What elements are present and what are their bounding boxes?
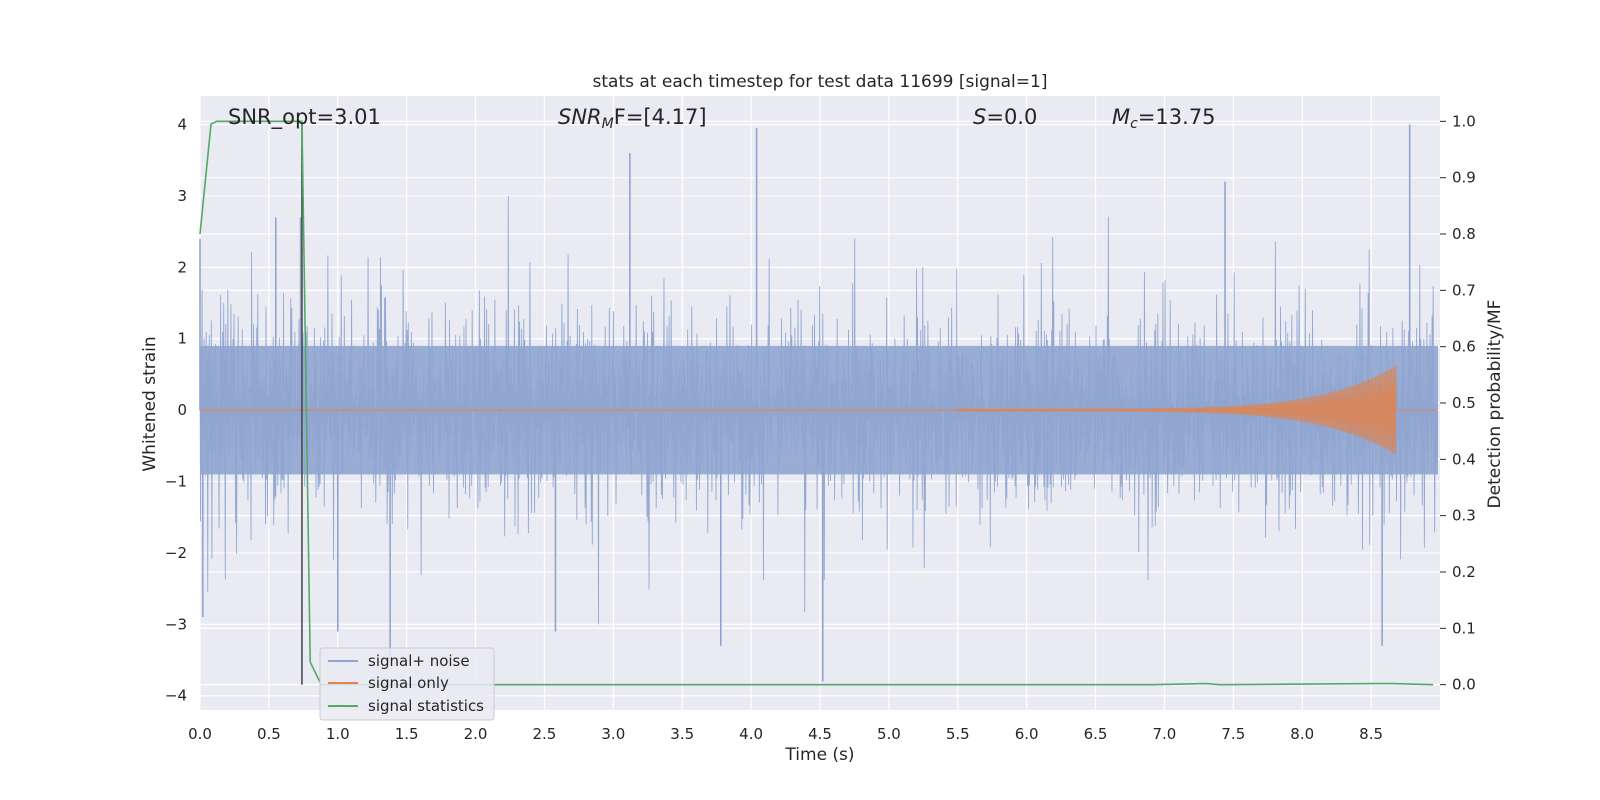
y-tick-label: −2 xyxy=(165,544,187,562)
y-axis-label: Whitened strain xyxy=(140,336,160,471)
annotation-mc: Mc=13.75 xyxy=(1112,105,1216,132)
x-tick-label: 1.5 xyxy=(395,725,419,743)
x-tick-labels: 0.0 0.5 1.0 1.5 2.0 2.5 3.0 3.5 4.0 4.5 5.0 5.5 6.0 6… xyxy=(188,725,1383,743)
legend-label-signal-noise: signal+ noise xyxy=(368,652,470,670)
x-tick-label: 8.0 xyxy=(1290,725,1314,743)
y2-tick-label: 0.4 xyxy=(1452,450,1476,468)
y2-tick-labels: 1.0 0.9 0.8 0.7 0.6 0.5 0.4 0.3 0.2 0.1 0.0 xyxy=(1440,112,1476,694)
x-tick-label: 5.5 xyxy=(946,725,970,743)
y-tick-label: 3 xyxy=(177,187,187,205)
x-tick-label: 7.0 xyxy=(1153,725,1177,743)
annotation-snr-mf: SNRMF=[4.17] xyxy=(558,105,707,132)
y2-tick-label: 0.5 xyxy=(1452,394,1476,412)
y2-tick-label: 1.0 xyxy=(1452,112,1476,130)
x-tick-label: 0.0 xyxy=(188,725,212,743)
chart-title: stats at each timestep for test data 116… xyxy=(593,72,1048,92)
y2-tick-label: 0.3 xyxy=(1452,507,1476,525)
y-tick-label: 1 xyxy=(177,330,187,348)
legend-label-signal-statistics: signal statistics xyxy=(368,697,484,715)
y2-tick-label: 0.0 xyxy=(1452,676,1476,694)
x-tick-label: 8.5 xyxy=(1359,725,1383,743)
x-tick-label: 6.0 xyxy=(1015,725,1039,743)
y2-tick-label: 0.9 xyxy=(1452,169,1476,187)
y-tick-label: 4 xyxy=(177,116,187,134)
series-signal-statistics xyxy=(199,120,1434,686)
chirp-trace xyxy=(957,365,1438,454)
x-tick-label: 5.0 xyxy=(877,725,901,743)
y-tick-label: 0 xyxy=(177,401,187,419)
x-tick-label: 3.5 xyxy=(670,725,694,743)
x-tick-label: 7.5 xyxy=(1221,725,1245,743)
series-signal-only xyxy=(200,365,1438,454)
y2-axis-label: Detection probability/MF xyxy=(1485,300,1505,509)
x-tick-label: 3.0 xyxy=(601,725,625,743)
y-tick-label: −4 xyxy=(165,687,187,705)
y2-tick-label: 0.6 xyxy=(1452,338,1476,356)
y2-tick-label: 0.8 xyxy=(1452,225,1476,243)
x-tick-label: 2.5 xyxy=(533,725,557,743)
annotation-s: S=0.0 xyxy=(973,105,1037,129)
x-tick-label: 4.0 xyxy=(739,725,763,743)
annotation-snr-opt: SNR_opt=3.01 xyxy=(228,105,381,130)
y-tick-label: −1 xyxy=(165,473,187,491)
legend-box xyxy=(319,647,495,721)
x-tick-label: 4.5 xyxy=(808,725,832,743)
y-tick-labels: 4 3 2 1 0 −1 −2 −3 −4 xyxy=(165,116,187,705)
x-tick-label: 2.0 xyxy=(464,725,488,743)
x-tick-label: 0.5 xyxy=(257,725,281,743)
y-tick-label: 2 xyxy=(177,258,187,276)
y2-tick-label: 0.2 xyxy=(1452,563,1476,581)
y2-tick-label: 0.1 xyxy=(1452,619,1476,637)
y-tick-label: −3 xyxy=(165,615,187,633)
x-tick-label: 6.5 xyxy=(1084,725,1108,743)
y2-tick-label: 0.7 xyxy=(1452,281,1476,299)
legend: signal+ noise signal only signal statist… xyxy=(319,647,495,721)
x-tick-label: 1.0 xyxy=(326,725,350,743)
x-axis-label: Time (s) xyxy=(784,745,854,765)
legend-label-signal-only: signal only xyxy=(368,674,449,692)
